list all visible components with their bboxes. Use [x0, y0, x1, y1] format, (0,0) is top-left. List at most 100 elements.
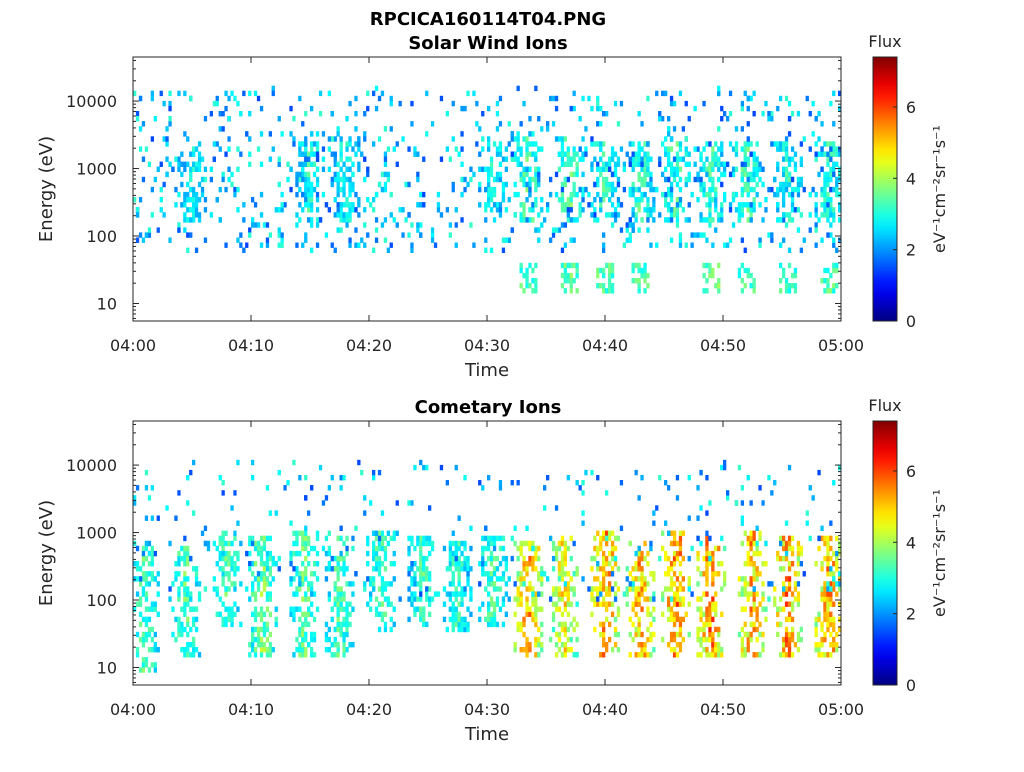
- flux-cell: [743, 181, 747, 188]
- flux-cell: [572, 181, 576, 188]
- flux-cell: [342, 217, 346, 223]
- flux-cell: [413, 571, 417, 577]
- flux-cell: [135, 561, 140, 567]
- flux-cell: [699, 212, 703, 218]
- flux-cell: [407, 181, 411, 188]
- flux-cell: [596, 601, 600, 607]
- flux-cell: [186, 161, 190, 167]
- flux-cell: [566, 586, 570, 592]
- flux-cell: [714, 141, 718, 147]
- flux-cell: [531, 540, 535, 547]
- flux-cell: [262, 631, 267, 638]
- flux-cell: [773, 480, 777, 486]
- flux-cell: [755, 616, 759, 623]
- flux-cell: [551, 601, 556, 607]
- flux-cell: [708, 161, 712, 167]
- flux-cell: [425, 621, 429, 628]
- flux-cell: [560, 576, 565, 582]
- flux-cell: [141, 657, 146, 663]
- flux-cell: [295, 222, 299, 228]
- flux-cell: [457, 621, 461, 628]
- flux-cell: [363, 176, 367, 183]
- flux-cell: [602, 576, 606, 582]
- flux-cell: [566, 207, 570, 213]
- flux-cell: [345, 116, 349, 122]
- flux-cell: [593, 545, 597, 552]
- flux-cell: [661, 591, 665, 597]
- flux-cell: [575, 571, 579, 577]
- flux-cell: [622, 161, 626, 167]
- flux-cell: [832, 581, 836, 587]
- flux-cell: [336, 652, 340, 658]
- flux-cell: [377, 95, 382, 102]
- flux-cell: [746, 95, 750, 102]
- flux-cell: [498, 535, 503, 542]
- flux-cell: [625, 591, 629, 597]
- flux-cell: [339, 156, 343, 162]
- flux-cell: [705, 237, 709, 243]
- flux-cell: [613, 207, 618, 213]
- flux-cell: [259, 161, 264, 167]
- flux-cell: [268, 571, 272, 577]
- flux-cell: [395, 161, 399, 167]
- flux-cell: [194, 647, 199, 653]
- flux-cell: [492, 555, 497, 562]
- flux-cell: [262, 611, 267, 617]
- flux-cell: [720, 171, 724, 178]
- flux-cell: [696, 652, 700, 658]
- flux-cell: [516, 146, 520, 152]
- flux-cell: [708, 186, 712, 193]
- flux-cell: [383, 550, 388, 557]
- flux-cell: [525, 166, 529, 172]
- flux-cell: [678, 197, 683, 203]
- flux-cell: [658, 212, 662, 218]
- flux-cell: [711, 647, 715, 653]
- flux-cell: [253, 561, 258, 567]
- flux-cell: [194, 571, 199, 577]
- flux-cell: [776, 141, 780, 147]
- flux-cell: [333, 652, 337, 658]
- flux-cell: [643, 161, 647, 167]
- flux-cell: [767, 232, 771, 238]
- flux-cell: [516, 586, 520, 592]
- flux-cell: [492, 217, 497, 223]
- flux-cell: [678, 540, 683, 547]
- flux-cell: [262, 642, 267, 648]
- flux-cell: [743, 151, 747, 157]
- flux-cell: [554, 136, 559, 142]
- flux-cell: [351, 606, 355, 612]
- flux-cell: [498, 176, 503, 183]
- flux-cell: [141, 586, 146, 592]
- flux-cell: [168, 105, 172, 112]
- flux-cell: [549, 191, 553, 198]
- flux-cell: [475, 121, 479, 127]
- flux-cell: [752, 626, 756, 633]
- flux-cell: [354, 525, 358, 531]
- flux-cell: [587, 202, 591, 208]
- flux-cell: [310, 202, 314, 208]
- flux-cell: [236, 555, 240, 562]
- flux-cell: [640, 197, 644, 203]
- flux-cell: [681, 616, 685, 623]
- flux-cell: [144, 555, 149, 562]
- flux-cell: [667, 530, 671, 536]
- flux-cell: [634, 566, 638, 572]
- flux-cell: [610, 601, 615, 607]
- flux-cell: [767, 186, 771, 193]
- flux-cell: [333, 176, 337, 183]
- flux-cell: [829, 581, 833, 587]
- flux-cell: [501, 601, 506, 607]
- flux-cell: [463, 540, 467, 547]
- flux-cell: [610, 267, 615, 274]
- flux-cell: [342, 171, 346, 178]
- flux-cell: [274, 616, 278, 623]
- flux-cell: [784, 288, 789, 294]
- flux-cell: [667, 116, 671, 122]
- flux-cell: [776, 207, 780, 213]
- flux-cell: [808, 191, 812, 198]
- flux-cell: [566, 475, 570, 481]
- flux-cell: [787, 116, 792, 122]
- flux-cell: [374, 530, 379, 536]
- flux-cell: [528, 647, 532, 653]
